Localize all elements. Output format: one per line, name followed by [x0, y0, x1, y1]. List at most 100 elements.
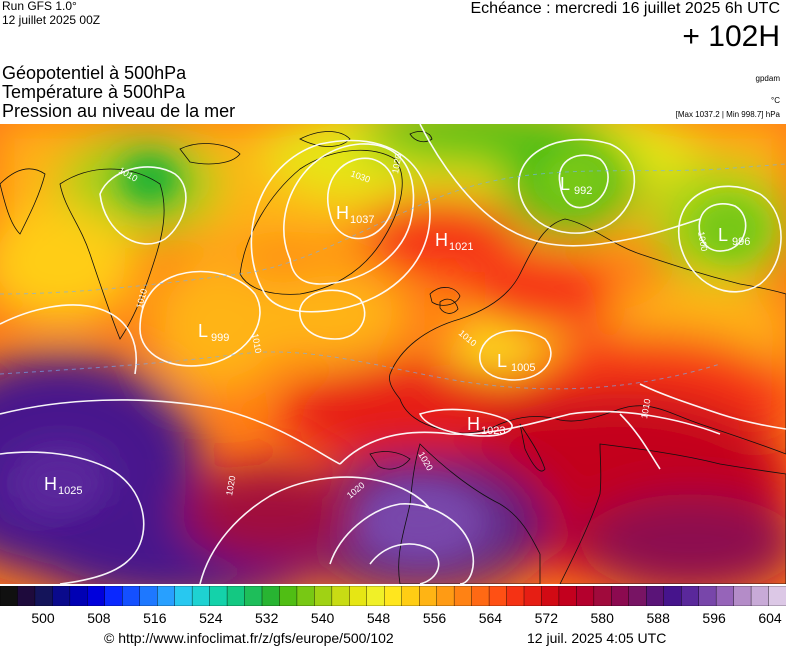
colorbar-swatch [366, 586, 385, 606]
pressure-center-value: 1005 [511, 362, 535, 374]
colorbar-swatch [384, 586, 403, 606]
pressure-center-h1037: H 1037 [336, 203, 374, 226]
pressure-center-l1005: L 1005 [497, 351, 535, 374]
pressure-center-labels: H 1037 H 1021 L 992 L 996 L 999 L 1005 H… [44, 174, 750, 497]
pressure-center-value: 996 [732, 236, 750, 248]
pressure-center-letter: H [44, 474, 57, 494]
colorbar-tick-label: 516 [143, 610, 167, 626]
colorbar-swatch [593, 586, 613, 606]
param-geopotential: Géopotentiel à 500hPa [2, 63, 187, 83]
colorbar-swatch [261, 586, 281, 606]
colorbar-swatch [611, 586, 630, 606]
colorbar-swatch [419, 586, 438, 606]
pressure-center-value: 1021 [449, 241, 473, 253]
colorbar-swatch [471, 586, 490, 606]
pressure-center-l992: L 992 [560, 174, 592, 197]
pressure-center-l999: L 999 [198, 321, 229, 344]
colorbar-swatch [279, 586, 298, 606]
colorbar-tick-label: 556 [422, 610, 447, 626]
pressure-center-letter: H [435, 230, 448, 250]
footer-timestamp: 12 juil. 2025 4:05 UTC [527, 630, 667, 646]
isobar-label: 1020 [390, 153, 403, 174]
colorbar-tick-label: 596 [702, 610, 726, 626]
colorbar-swatch [541, 586, 560, 606]
colorbar-tick-label: 572 [534, 610, 558, 626]
colorbar-swatch [576, 586, 595, 606]
colorbar-swatch [681, 586, 700, 606]
pressure-center-l996: L 996 [718, 225, 750, 248]
lead-time: + 102H [682, 20, 780, 53]
pressure-center-h1021: H 1021 [435, 230, 473, 253]
colorbar-swatch [436, 586, 455, 606]
pressure-center-h1025: H 1025 [44, 474, 82, 497]
pressure-center-value: 999 [211, 332, 229, 344]
pressure-center-letter: L [497, 351, 507, 371]
colorbar-swatch [663, 586, 682, 606]
pressure-center-letter: H [336, 203, 349, 223]
colorbar-swatch [698, 586, 717, 606]
colorbar-swatch [715, 586, 735, 606]
colorbar-swatch [331, 586, 351, 606]
colorbar-swatch [174, 586, 193, 606]
pressure-center-letter: L [198, 321, 208, 341]
colorbar-swatch [209, 586, 228, 606]
colorbar-swatch [191, 586, 211, 606]
colorbar-swatch [69, 586, 89, 606]
colorbar-swatch [314, 586, 333, 606]
param-sea-level-pressure: Pression au niveau de la mer [2, 101, 236, 121]
colorbar-swatch [558, 586, 578, 606]
pressure-center-value: 1037 [350, 214, 374, 226]
valid-time: Echéance : mercredi 16 juillet 2025 6h U… [470, 0, 781, 17]
pressure-center-h1023: H 1023 [467, 414, 505, 437]
colorbar-swatch [401, 586, 420, 606]
colorbar-swatch [0, 586, 19, 606]
colorbar-tick-label: 524 [199, 610, 223, 626]
colorbar-tick-label: 532 [255, 610, 279, 626]
colorbar-swatch [523, 586, 543, 606]
colorbar-swatch [506, 586, 525, 606]
source-tag: gpdam [755, 74, 780, 83]
colorbar-tick-label: 564 [478, 610, 503, 626]
temperature-isotherms [0, 163, 786, 390]
colorbar-tick-label: 548 [366, 610, 391, 626]
colorbar-swatch [139, 586, 158, 606]
colorbar-swatch [104, 586, 123, 606]
run-label: Run GFS 1.0° [2, 0, 77, 13]
colorbar-tick-label: 588 [646, 610, 670, 626]
colorbar-swatch [52, 586, 71, 606]
colorbar-swatch [733, 586, 752, 606]
colorbar-swatch [122, 586, 141, 606]
pressure-center-value: 1023 [481, 425, 505, 437]
colorbar-swatch [244, 586, 263, 606]
colorbar-tick-label: 508 [87, 610, 111, 626]
colorbar-swatch [34, 586, 54, 606]
isobars [0, 124, 786, 584]
colorbar-swatch [628, 586, 647, 606]
colorbar-swatch [646, 586, 665, 606]
unit-tag: °C [771, 96, 780, 105]
param-temperature: Température à 500hPa [2, 82, 186, 102]
isobar-label: 1020 [224, 475, 237, 496]
pressure-extremes: [Max 1037.2 | Min 998.7] hPa [675, 110, 780, 119]
run-date: 12 juillet 2025 00Z [2, 13, 101, 27]
weather-map: H 1037 H 1021 L 992 L 996 L 999 L 1005 H… [0, 124, 786, 584]
pressure-center-letter: H [467, 414, 480, 434]
colorbar-swatch [296, 586, 316, 606]
isobar-label: 1010 [250, 333, 263, 354]
geopotential-field [0, 124, 786, 584]
colorbar-swatch [768, 586, 786, 606]
colorbar-swatch [750, 586, 770, 606]
colorbar-tick-label: 500 [31, 610, 55, 626]
colorbar-tick-label: 540 [310, 610, 335, 626]
geopotential-colorbar [0, 586, 786, 606]
pressure-center-letter: L [560, 174, 570, 194]
colorbar-swatch [156, 586, 176, 606]
colorbar-swatch [87, 586, 106, 606]
isobar-label: 1010 [639, 398, 652, 419]
colorbar-tick-label: 604 [758, 610, 782, 626]
colorbar-swatch [226, 586, 246, 606]
pressure-center-value: 992 [574, 185, 592, 197]
colorbar-swatch [488, 586, 508, 606]
colorbar-swatch [349, 586, 368, 606]
colorbar-swatch [453, 586, 473, 606]
